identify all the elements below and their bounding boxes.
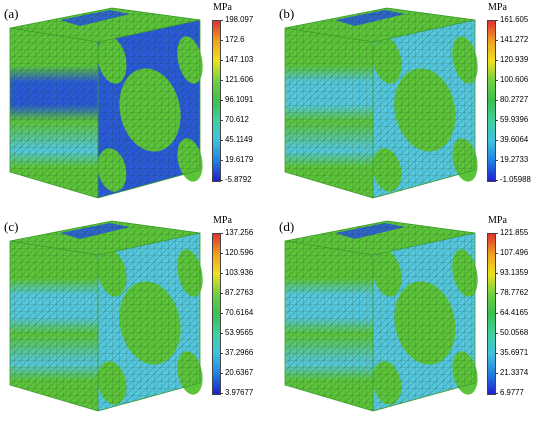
colorbar-tick-mark: [220, 120, 223, 121]
colorbar-tick-label: 93.1359: [500, 268, 529, 277]
colorbar-tick-label: 37.2966: [225, 348, 254, 357]
colorbar-tick-mark: [220, 253, 223, 254]
colorbar-unit: MPa: [213, 215, 232, 226]
colorbar-tick-label: 121.606: [225, 75, 254, 84]
colorbar-tick-mark: [495, 180, 498, 181]
colorbar-tick-mark: [495, 160, 498, 161]
colorbar-tick-mark: [495, 233, 498, 234]
colorbar-tick-label: -5.8792: [225, 175, 252, 184]
colorbar-tick-label: 198.097: [225, 15, 254, 24]
colorbar-tick-label: 107.496: [500, 248, 529, 257]
colorbar-tick-mark: [495, 120, 498, 121]
colorbar-tick-mark: [495, 253, 498, 254]
colorbar-tick-label: 80.2727: [500, 95, 529, 104]
colorbar-tick-mark: [220, 273, 223, 274]
colorbar-tick-label: 70.612: [225, 115, 249, 124]
colorbar-tick-label: 39.6064: [500, 135, 529, 144]
colorbar-tick-mark: [495, 313, 498, 314]
colorbar-tick-label: 19.2733: [500, 155, 529, 164]
colorbar-tick-label: 45.1149: [225, 135, 253, 144]
colorbar-tick-label: 147.103: [225, 55, 254, 64]
colorbar: [487, 20, 496, 182]
colorbar-tick-mark: [220, 233, 223, 234]
colorbar-tick-mark: [495, 140, 498, 141]
colorbar-tick-mark: [495, 333, 498, 334]
panel-d: (d) MPa 121.855 107.496 93.1359 78.7762 64.416…: [275, 213, 550, 426]
colorbar-tick-label: 50.0568: [500, 328, 529, 337]
panel-c: (c) MPa 137.256 120.596 103.936 87.2763 70.616…: [0, 213, 275, 426]
stress-cube-render: [9, 7, 203, 199]
colorbar-tick-mark: [220, 40, 223, 41]
colorbar-tick-mark: [220, 180, 223, 181]
colorbar-unit: MPa: [213, 2, 232, 13]
colorbar: [212, 233, 221, 395]
colorbar-tick-mark: [220, 293, 223, 294]
colorbar-tick-mark: [495, 20, 498, 21]
panel-label: (c): [4, 219, 19, 234]
colorbar-tick-label: 20.6367: [225, 368, 254, 377]
panel-b: (b) MPa 161.605 141.272 120.939 100.606 80.272…: [275, 0, 550, 213]
colorbar-tick-mark: [495, 373, 498, 374]
colorbar-tick-label: 137.256: [225, 228, 254, 237]
panel-label: (a): [4, 6, 19, 21]
colorbar-tick-label: 120.939: [500, 55, 529, 64]
colorbar-unit: MPa: [488, 215, 507, 226]
stress-cube-render: [9, 220, 203, 412]
colorbar-tick-label: 21.3374: [500, 368, 529, 377]
colorbar-tick-label: 141.272: [500, 35, 529, 44]
colorbar-tick-mark: [220, 80, 223, 81]
colorbar-tick-label: 120.596: [225, 248, 254, 257]
colorbar-tick-mark: [495, 80, 498, 81]
colorbar-tick-label: -1.05988: [500, 175, 531, 184]
colorbar-tick-label: 70.6164: [225, 308, 254, 317]
colorbar-tick-label: 78.7762: [500, 288, 529, 297]
colorbar-tick-label: 59.9396: [500, 115, 529, 124]
colorbar-tick-mark: [495, 273, 498, 274]
colorbar-tick-mark: [220, 140, 223, 141]
colorbar-tick-mark: [220, 60, 223, 61]
colorbar-tick-mark: [220, 393, 223, 394]
colorbar-tick-label: 53.9565: [225, 328, 254, 337]
colorbar-tick-label: 19.6179: [225, 155, 254, 164]
colorbar-tick-label: 3.97677: [225, 388, 254, 397]
colorbar: [212, 20, 221, 182]
colorbar-tick-label: 96.1091: [225, 95, 254, 104]
colorbar-tick-label: 6.9777: [500, 388, 524, 397]
colorbar-tick-mark: [495, 60, 498, 61]
colorbar-tick-mark: [220, 373, 223, 374]
colorbar-tick-mark: [495, 353, 498, 354]
colorbar-tick-label: 87.2763: [225, 288, 254, 297]
colorbar-tick-mark: [220, 313, 223, 314]
colorbar-tick-mark: [220, 100, 223, 101]
colorbar-tick-mark: [220, 160, 223, 161]
panel-a: (a) MPa 198.097 172.6 147.103 121.606 96.1091 7…: [0, 0, 275, 213]
panel-label: (d): [279, 219, 295, 234]
colorbar-tick-mark: [220, 333, 223, 334]
colorbar-tick-mark: [495, 40, 498, 41]
panel-label: (b): [279, 6, 295, 21]
colorbar-tick-label: 100.606: [500, 75, 529, 84]
stress-cube-render: [284, 7, 478, 199]
stress-cube-render: [284, 220, 478, 412]
colorbar-tick-mark: [495, 293, 498, 294]
colorbar-tick-label: 103.936: [225, 268, 254, 277]
colorbar-tick-label: 161.605: [500, 15, 529, 24]
colorbar: [487, 233, 496, 395]
colorbar-tick-label: 172.6: [225, 35, 245, 44]
colorbar-tick-mark: [495, 393, 498, 394]
colorbar-tick-mark: [495, 100, 498, 101]
colorbar-unit: MPa: [488, 2, 507, 13]
colorbar-tick-label: 64.4165: [500, 308, 529, 317]
colorbar-tick-label: 35.6971: [500, 348, 529, 357]
colorbar-tick-label: 121.855: [500, 228, 529, 237]
colorbar-tick-mark: [220, 20, 223, 21]
colorbar-tick-mark: [220, 353, 223, 354]
